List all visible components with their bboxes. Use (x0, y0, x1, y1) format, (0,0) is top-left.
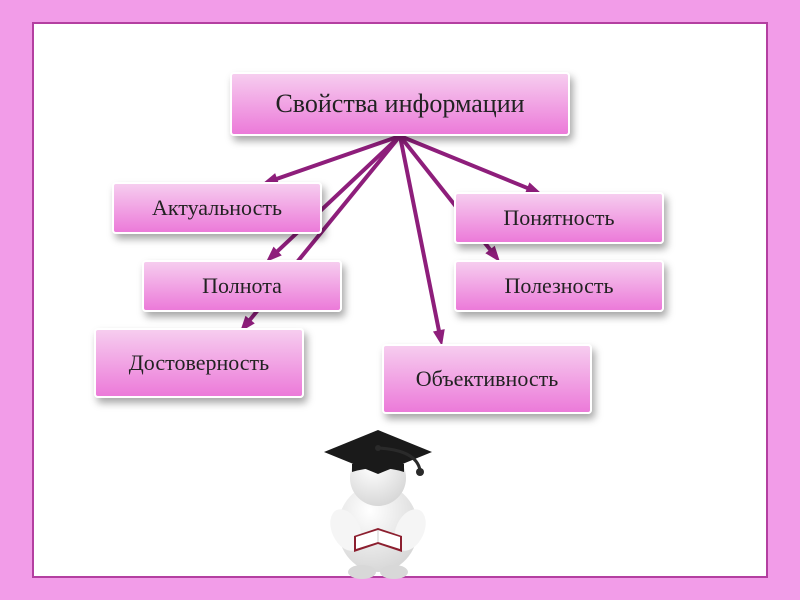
node-box-0: Актуальность (112, 182, 322, 234)
node-box-4: Достоверность (94, 328, 304, 398)
slide-outer: Свойства информации Актуальность Понятност… (0, 0, 800, 600)
graduate-figure-icon (298, 400, 458, 580)
node-box-2: Полнота (142, 260, 342, 312)
title-box: Свойства информации (230, 72, 570, 136)
node-box-5: Объективность (382, 344, 592, 414)
node-box-3: Полезность (454, 260, 664, 312)
node-box-1: Понятность (454, 192, 664, 244)
slide-inner: Свойства информации Актуальность Понятност… (32, 22, 768, 578)
